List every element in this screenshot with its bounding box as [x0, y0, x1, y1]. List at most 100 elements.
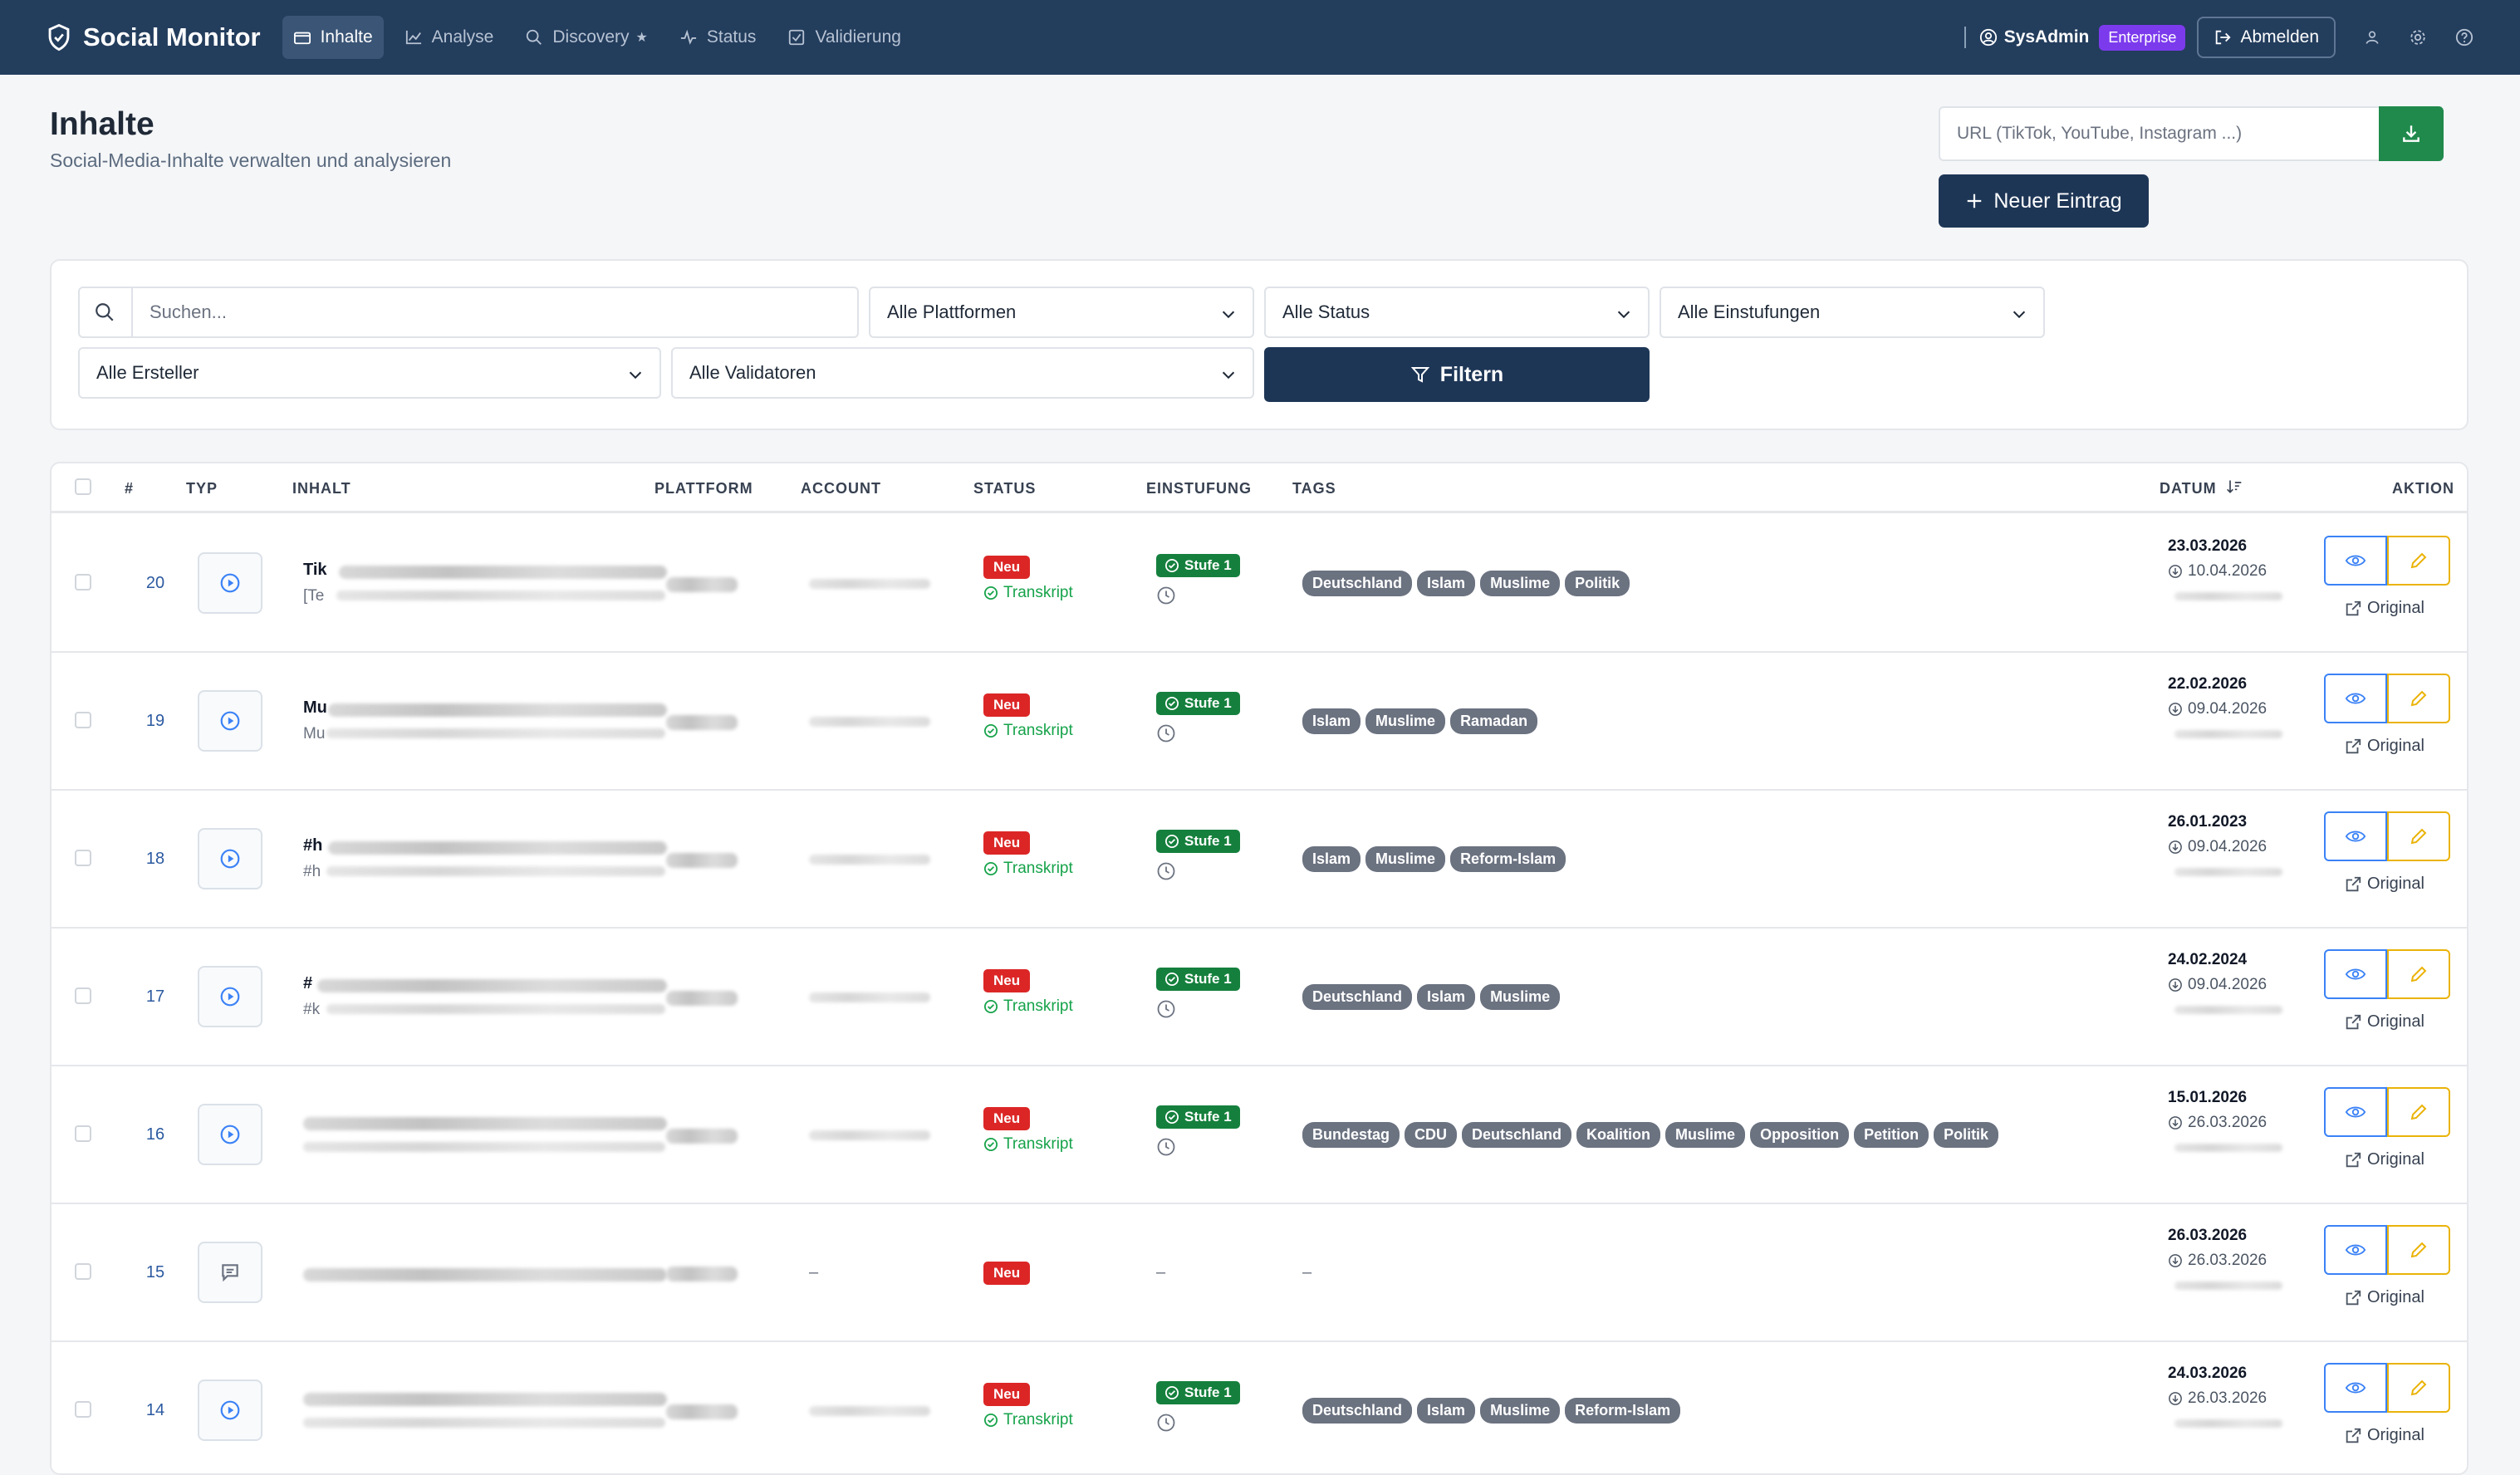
- import-url-button[interactable]: [2379, 106, 2444, 161]
- row-id[interactable]: 19: [145, 712, 165, 730]
- url-input[interactable]: URL (TikTok, YouTube, Instagram ...): [1939, 106, 2442, 161]
- tag-chip[interactable]: Deutschland: [1462, 1122, 1572, 1148]
- tag-chip[interactable]: Muslime: [1665, 1122, 1746, 1148]
- tag-chip[interactable]: Muslime: [1480, 984, 1561, 1010]
- view-button[interactable]: [2324, 674, 2387, 723]
- original-link-label: Original: [2367, 1426, 2424, 1444]
- row-id[interactable]: 17: [145, 987, 165, 1006]
- row-checkbox[interactable]: [75, 987, 91, 1004]
- original-link[interactable]: Original: [2344, 599, 2424, 618]
- nav-item-validierung[interactable]: Validierung: [777, 16, 912, 59]
- tag-chip[interactable]: Muslime: [1480, 1398, 1561, 1424]
- edit-button[interactable]: [2387, 811, 2450, 861]
- table-row[interactable]: 17 # #k Neu Transkript Stufe 1 Deutschland Isla…: [51, 929, 2467, 1066]
- profile-icon[interactable]: [2364, 29, 2380, 46]
- view-button[interactable]: [2324, 811, 2387, 861]
- search-input[interactable]: Suchen...: [78, 287, 859, 338]
- content-title[interactable]: #: [303, 974, 313, 992]
- original-link[interactable]: Original: [2344, 737, 2424, 756]
- original-link[interactable]: Original: [2344, 1012, 2424, 1032]
- table-row[interactable]: 19 Mu Mu Neu Transkript Stufe 1 Islam Muslime Ra…: [51, 653, 2467, 791]
- nav-item-status[interactable]: Status: [669, 16, 767, 59]
- tag-chip[interactable]: Koalition: [1576, 1122, 1661, 1148]
- original-link[interactable]: Original: [2344, 1426, 2424, 1445]
- nav-item-inhalte[interactable]: Inhalte: [282, 16, 384, 59]
- validator-select[interactable]: Alle Validatoren: [671, 347, 1254, 399]
- tag-chip[interactable]: Deutschland: [1302, 984, 1413, 1010]
- edit-button[interactable]: [2387, 1087, 2450, 1137]
- help-icon[interactable]: [2455, 28, 2473, 47]
- user-name: SysAdmin: [2003, 27, 2090, 47]
- view-button[interactable]: [2324, 1363, 2387, 1413]
- gear-icon[interactable]: [2409, 28, 2427, 47]
- edit-button[interactable]: [2387, 949, 2450, 999]
- edit-button[interactable]: [2387, 1363, 2450, 1413]
- select-all-checkbox[interactable]: [75, 478, 91, 495]
- tag-chip[interactable]: Muslime: [1365, 846, 1446, 872]
- table-row[interactable]: 14 Neu Transkript Stufe 1 Deutschland Islam Mu…: [51, 1342, 2467, 1473]
- tag-chip[interactable]: Muslime: [1365, 708, 1446, 734]
- creator-select[interactable]: Alle Ersteller: [78, 347, 661, 399]
- tag-chip[interactable]: Bundestag: [1302, 1122, 1400, 1148]
- row-checkbox[interactable]: [75, 574, 91, 590]
- tag-chip[interactable]: Islam: [1302, 846, 1361, 872]
- table-row[interactable]: 15 – Neu – – 26.03.2026 26.03.2026 Original: [51, 1204, 2467, 1342]
- filter-button[interactable]: Filtern: [1264, 347, 1650, 402]
- edit-button[interactable]: [2387, 674, 2450, 723]
- tag-chip[interactable]: Islam: [1417, 984, 1476, 1010]
- row-checkbox[interactable]: [75, 1401, 91, 1418]
- nav-item-discovery[interactable]: Discovery ★: [514, 16, 659, 59]
- row-checkbox[interactable]: [75, 712, 91, 728]
- edit-button[interactable]: [2387, 1225, 2450, 1275]
- tag-chip[interactable]: Politik: [1934, 1122, 1999, 1148]
- row-checkbox[interactable]: [75, 850, 91, 866]
- user-menu[interactable]: SysAdmin: [1979, 27, 2090, 47]
- view-button[interactable]: [2324, 949, 2387, 999]
- row-id[interactable]: 20: [145, 574, 165, 592]
- tag-chip[interactable]: Reform-Islam: [1565, 1398, 1681, 1424]
- content-title[interactable]: Mu: [303, 698, 327, 717]
- tag-chip[interactable]: Deutschland: [1302, 1398, 1413, 1424]
- edit-button[interactable]: [2387, 536, 2450, 586]
- row-id[interactable]: 18: [145, 850, 165, 868]
- nav-item-analyse[interactable]: Analyse: [394, 16, 505, 59]
- rating-select[interactable]: Alle Einstufungen: [1660, 287, 2045, 338]
- row-checkbox[interactable]: [75, 1263, 91, 1280]
- tag-chip[interactable]: Politik: [1565, 571, 1630, 596]
- row-checkbox[interactable]: [75, 1125, 91, 1142]
- tag-chip[interactable]: Ramadan: [1450, 708, 1538, 734]
- platform-select[interactable]: Alle Plattformen: [869, 287, 1254, 338]
- col-date[interactable]: DATUM: [2160, 480, 2217, 497]
- row-id[interactable]: 15: [145, 1263, 165, 1281]
- row-id[interactable]: 14: [145, 1401, 165, 1419]
- status-select[interactable]: Alle Status: [1264, 287, 1650, 338]
- tag-chip[interactable]: Islam: [1417, 571, 1476, 596]
- original-link[interactable]: Original: [2344, 1288, 2424, 1307]
- tag-chip[interactable]: Opposition: [1750, 1122, 1850, 1148]
- view-button[interactable]: [2324, 536, 2387, 586]
- table-row[interactable]: 16 Neu Transkript Stufe 1 Bundestag CDU Deutsc…: [51, 1066, 2467, 1204]
- tag-chip[interactable]: Muslime: [1480, 571, 1561, 596]
- view-button[interactable]: [2324, 1087, 2387, 1137]
- sort-desc-icon[interactable]: [2226, 478, 2243, 495]
- original-link[interactable]: Original: [2344, 875, 2424, 894]
- content-title[interactable]: Tik: [303, 561, 327, 579]
- tag-chip[interactable]: Deutschland: [1302, 571, 1413, 596]
- redacted-creator: [2174, 1419, 2282, 1428]
- row-id[interactable]: 16: [145, 1125, 165, 1144]
- check-circle-icon: [1164, 1110, 1184, 1125]
- original-link[interactable]: Original: [2344, 1150, 2424, 1169]
- logout-button[interactable]: Abmelden: [2197, 17, 2336, 58]
- table-row[interactable]: 20 Tik [Te Neu Transkript Stufe 1 Deutschland I…: [51, 515, 2467, 653]
- tag-chip[interactable]: CDU: [1405, 1122, 1458, 1148]
- view-button[interactable]: [2324, 1225, 2387, 1275]
- tag-chip[interactable]: Reform-Islam: [1450, 846, 1566, 872]
- redacted-title: [328, 703, 667, 717]
- brand[interactable]: Social Monitor: [47, 22, 261, 52]
- tag-chip[interactable]: Islam: [1302, 708, 1361, 734]
- new-entry-button[interactable]: Neuer Eintrag: [1939, 174, 2149, 228]
- tag-chip[interactable]: Petition: [1854, 1122, 1929, 1148]
- content-title[interactable]: #h: [303, 836, 323, 855]
- tag-chip[interactable]: Islam: [1417, 1398, 1476, 1424]
- table-row[interactable]: 18 #h #h Neu Transkript Stufe 1 Islam Muslime Re…: [51, 791, 2467, 929]
